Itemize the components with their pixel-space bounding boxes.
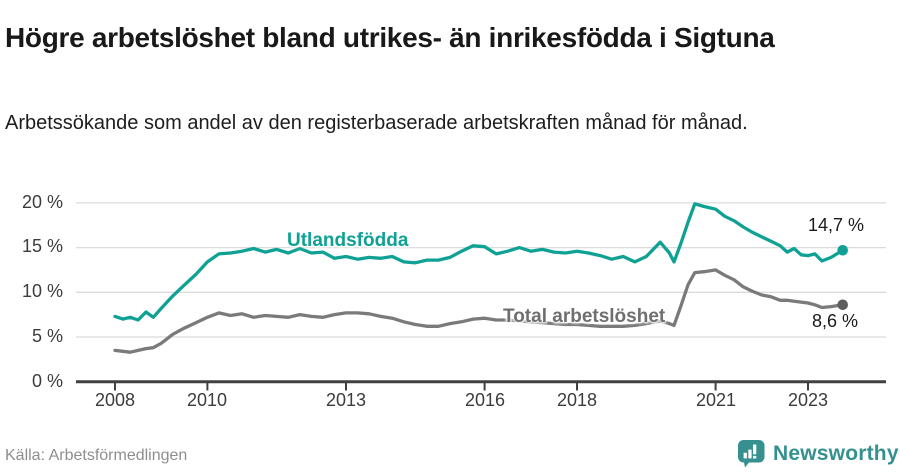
series-label-total: Total arbetslöshet (503, 306, 666, 327)
y-tick-label: 15 % (21, 236, 63, 256)
x-tick-label: 2021 (695, 390, 737, 410)
end-value-total: 8,6 % (812, 311, 859, 331)
source-attribution: Källa: Arbetsförmedlingen (5, 447, 188, 464)
end-dot-total-arbetsl-shet (837, 299, 848, 311)
x-tick-label: 2016 (464, 390, 506, 410)
newsworthy-bubble-chart-icon (737, 439, 766, 468)
x-tick-label: 2013 (325, 390, 367, 410)
y-tick-label: 20 % (21, 192, 63, 212)
x-tick-label: 2010 (186, 390, 228, 410)
y-tick-label: 10 % (21, 281, 63, 301)
end-value-utlandsfodda: 14,7 % (808, 215, 865, 235)
page-title: Högre arbetslöshet bland utrikes- än inr… (5, 21, 775, 53)
series-line-total-arbetsl-shet (113, 268, 845, 354)
series-line-utlandsf-dda (113, 202, 845, 322)
series-label-utlandsfodda: Utlandsfödda (287, 230, 409, 251)
y-tick-label: 0 % (31, 371, 63, 391)
end-dot-utlandsf-dda (837, 245, 848, 256)
y-tick-label: 5 % (31, 326, 63, 346)
x-tick-label: 2018 (556, 390, 598, 410)
x-tick-label: 2008 (94, 390, 136, 410)
x-tick-label: 2023 (787, 390, 829, 410)
newsworthy-logo[interactable]: Newsworthy (737, 439, 899, 468)
newsworthy-wordmark: Newsworthy (773, 441, 899, 465)
chart-subtitle: Arbetssökande som andel av den registerb… (5, 112, 748, 134)
